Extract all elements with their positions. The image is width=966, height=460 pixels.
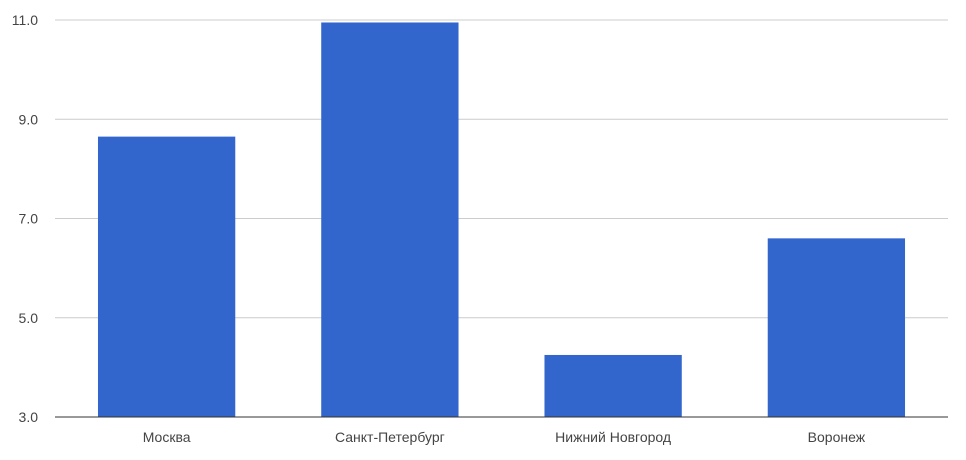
x-tick-label: Воронеж [808, 429, 866, 445]
bar [544, 354, 682, 417]
bar [97, 136, 236, 417]
y-tick-label: 7.0 [19, 211, 39, 227]
y-tick-label: 11.0 [12, 12, 38, 28]
y-tick-label: 5.0 [19, 310, 39, 326]
bar [767, 238, 906, 417]
y-tick-label: 9.0 [19, 111, 39, 127]
y-axis-tick-labels: 3.0 5.0 7.0 9.0 11.0 [12, 12, 38, 425]
x-axis-tick-labels: Москва Санкт-Петербург Нижний Новгород Воро… [143, 429, 866, 445]
bar-layer [97, 22, 906, 417]
bar [321, 22, 459, 417]
x-tick-label: Нижний Новгород [555, 429, 671, 445]
x-tick-label: Москва [143, 429, 191, 445]
x-tick-label: Санкт-Петербург [335, 429, 445, 445]
y-tick-label: 3.0 [19, 409, 39, 425]
